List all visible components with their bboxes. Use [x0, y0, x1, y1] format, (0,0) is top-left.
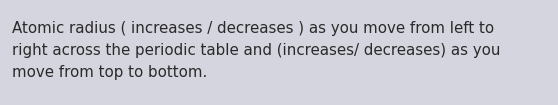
Text: Atomic radius ( increases / decreases ) as you move from left to
right across th: Atomic radius ( increases / decreases ) … — [12, 21, 501, 79]
